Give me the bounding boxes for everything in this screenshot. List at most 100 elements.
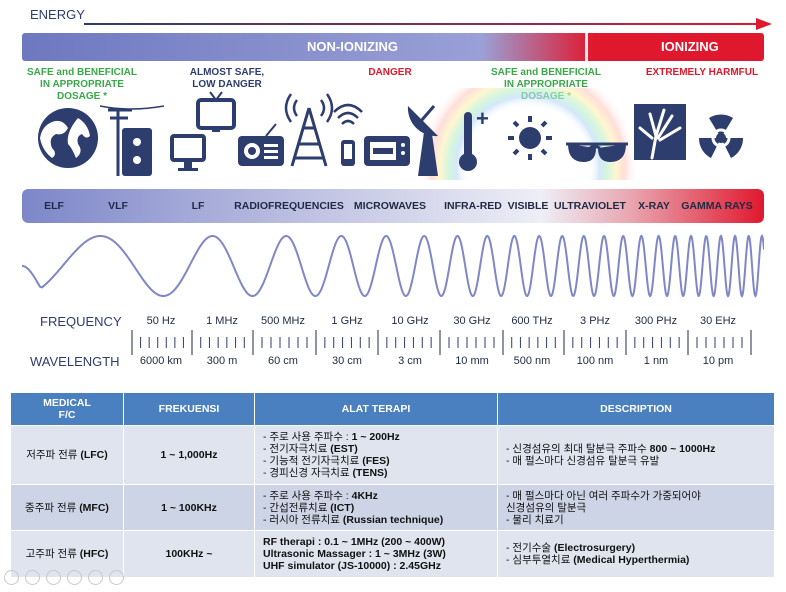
- wavelength-value: 100 nm: [576, 355, 614, 367]
- frequency-title: FREQUENCY: [40, 314, 122, 329]
- medical-fc-cell: 저주파 전류 (LFC): [10, 425, 124, 485]
- toolbar-button[interactable]: [25, 570, 40, 585]
- toolbar-button[interactable]: [4, 570, 19, 585]
- list-item: RF therapi : 0.1 ~ 1MHz (200 ~ 400W): [263, 536, 489, 548]
- wavelength-value: 60 cm: [268, 355, 298, 367]
- list-item: - 러시아 전류치료 (Russian technique): [263, 514, 489, 526]
- item-bold: (TENS): [352, 467, 388, 479]
- spectrum-label-radiofrequencies: RADIOFREQUENCIES: [234, 200, 344, 212]
- item-text: - 경피신경 자극치료: [263, 467, 353, 479]
- alat-terapi-cell: - 주로 사용 주파수 : 4KHz - 간섭전류치료 (ICT) - 러시아 전류…: [254, 484, 498, 531]
- item-text: - 러시아 전류치료: [263, 513, 343, 526]
- wavelength-value: 30 cm: [332, 355, 362, 367]
- computer-monitor-icon: [170, 134, 206, 171]
- item-text: - 매 펄스마다 아닌 여러 주파수가 가중되어야: [506, 489, 701, 502]
- item-bold: (ICT): [330, 501, 355, 514]
- item-bold: (Russian technique): [342, 513, 444, 526]
- item-text: 신경섬유의 탈분극: [506, 501, 587, 514]
- list-item: - 매 펄스마다 신경섬유 탈분극 유발: [506, 455, 766, 467]
- xray-hand-icon: [634, 104, 686, 160]
- toolbar-button[interactable]: [109, 570, 124, 585]
- current-name: 고주파 전류: [25, 548, 77, 560]
- spectrum-label-ultraviolet: ULTRAVIOLET: [554, 200, 626, 212]
- item-text: - 주로 사용 주파수 :: [263, 431, 352, 443]
- frequency-value: 30 GHz: [453, 315, 491, 327]
- category-extremely-harmful: EXTREMELY HARMFUL: [645, 67, 759, 78]
- item-text: - 물리 치료기: [506, 513, 564, 526]
- frequency-value: 1 GHz: [331, 315, 363, 327]
- radiation-icon: [698, 114, 744, 158]
- item-bold: (EST): [330, 443, 358, 455]
- list-item: - 기능적 전기자극치료 (FES): [263, 455, 489, 467]
- ionization-band: [22, 33, 764, 61]
- frequency-wave: [22, 234, 764, 298]
- frequency-value: 1 MHz: [206, 315, 238, 327]
- wavelength-value: 300 m: [206, 355, 238, 367]
- item-text: - 매 펄스마다 신경섬유 탈분극 유발: [506, 455, 660, 467]
- item-bold: (Electrosurgery): [553, 542, 636, 554]
- frequency-value: 50 Hz: [146, 315, 176, 327]
- current-abbr: (HFC): [79, 548, 109, 560]
- radio-icon: [238, 123, 284, 166]
- satellite-dish-icon: [407, 105, 438, 176]
- frequency-value: 500 MHz: [260, 315, 306, 327]
- item-text: - 신경섬유의 최대 탈분극 주파수: [506, 443, 650, 455]
- sun-icon: [508, 116, 552, 160]
- spectrum-label-microwaves: MICROWAVES: [353, 200, 427, 212]
- item-text: - 기능적 전기자극치료: [263, 455, 363, 467]
- spectrum-label-xray: X-RAY: [638, 200, 670, 212]
- table-row: 고주파 전류 (HFC) 100KHz ~ RF therapi : 0.1 ~ 1…: [10, 530, 775, 578]
- list-item: - 간섭전류치료 (ICT): [263, 502, 489, 514]
- toolbar-button[interactable]: [88, 570, 103, 585]
- wavelength-value: 6000 km: [139, 355, 183, 367]
- spectrum-label-infrared: INFRA-RED: [444, 200, 502, 212]
- sunglasses-icon: [566, 142, 628, 162]
- frekuensi-cell: 100KHz ~: [123, 530, 255, 578]
- thermometer-icon: +: [459, 106, 489, 171]
- icons-row: +: [38, 88, 744, 180]
- list-item: - 경피신경 자극치료 (TENS): [263, 467, 489, 479]
- current-abbr: (LFC): [80, 449, 108, 461]
- spectrum-bar: [22, 189, 764, 223]
- toolbar-button[interactable]: [67, 570, 82, 585]
- frequency-value: 30 EHz: [699, 315, 737, 327]
- frequency-value: 10 GHz: [391, 315, 429, 327]
- list-item: UHF simulator (JS-10000) : 2.45GHz: [263, 560, 489, 572]
- frequency-value: 3 PHz: [580, 315, 610, 327]
- mobile-phone-icon: [333, 103, 363, 166]
- frekuensi-cell: 1 ~ 1,000Hz: [123, 425, 255, 485]
- power-outlet-icon: [122, 128, 152, 176]
- item-bold: (Medical Hyperthermia): [573, 554, 690, 566]
- table-row: 중주파 전류 (MFC) 1 ~ 100KHz - 주로 사용 주파수 : 4KHz…: [10, 484, 775, 531]
- item-bold: Ultrasonic Massager : 1 ~ 3MHz (3W): [263, 548, 446, 560]
- header-description: DESCRIPTION: [497, 392, 775, 426]
- list-item: - 물리 치료기: [506, 514, 766, 526]
- frequency-value: 300 PHz: [634, 315, 678, 327]
- list-item: - 신경섬유의 최대 탈분극 주파수 800 ~ 1000Hz: [506, 443, 766, 455]
- wavelength-title: WAVELENGTH: [30, 354, 120, 369]
- frequency-value: 600 THz: [511, 315, 553, 327]
- item-text: - 심부투열치료: [506, 554, 574, 566]
- item-text: - 전기수술: [506, 542, 554, 554]
- wavelength-value: 1 nm: [643, 355, 669, 367]
- item-bold: 4KHz: [351, 489, 378, 502]
- spectrum-label-elf: ELF: [44, 200, 64, 212]
- svg-text:+: +: [476, 106, 489, 131]
- item-text: - 간섭전류치료: [263, 501, 331, 514]
- current-name: 저주파 전류: [26, 449, 78, 461]
- table-row: 저주파 전류 (LFC) 1 ~ 1,000Hz - 주로 사용 주파수 : 1 ~…: [10, 425, 775, 485]
- scale-ruler: [131, 330, 752, 355]
- category-danger: DANGER: [368, 67, 412, 78]
- toolbar-button[interactable]: [46, 570, 61, 585]
- spectrum-label-visible: VISIBLE: [507, 200, 549, 212]
- current-abbr: (MFC): [79, 501, 109, 514]
- energy-label: ENERGY: [30, 7, 85, 22]
- list-item: - 매 펄스마다 아닌 여러 주파수가 가중되어야: [506, 490, 766, 502]
- item-text: - 전기자극치료: [263, 443, 331, 455]
- list-item: - 전기수술 (Electrosurgery): [506, 542, 766, 554]
- category-almost-safe: ALMOST SAFE, LOW DANGER: [189, 67, 265, 90]
- list-item: - 심부투열치료 (Medical Hyperthermia): [506, 554, 766, 566]
- wavelength-value: 10 mm: [455, 355, 489, 367]
- wavelength-value: 10 pm: [702, 355, 734, 367]
- alat-terapi-cell: - 주로 사용 주파수 : 1 ~ 200Hz - 전기자극치료 (EST) - 기…: [254, 425, 498, 485]
